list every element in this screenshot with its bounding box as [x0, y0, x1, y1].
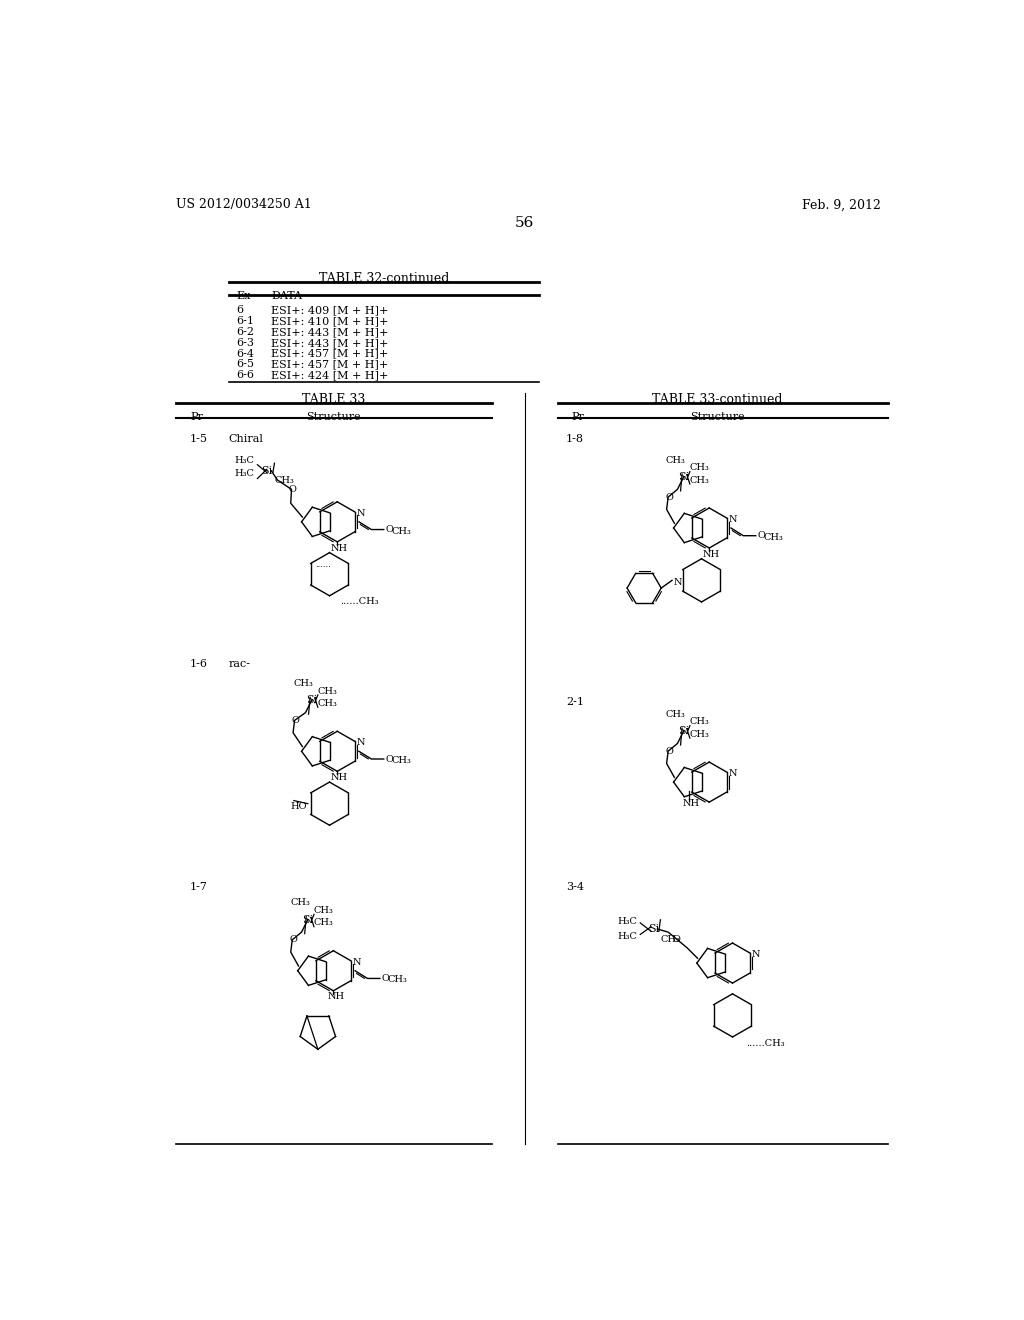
Text: DATA: DATA: [271, 290, 302, 301]
Text: US 2012/0034250 A1: US 2012/0034250 A1: [176, 198, 311, 211]
Text: 6-5: 6-5: [237, 359, 255, 370]
Text: Si: Si: [678, 726, 689, 737]
Text: CH₃: CH₃: [314, 919, 334, 928]
Text: NH: NH: [331, 774, 348, 781]
Text: CH₃: CH₃: [690, 463, 710, 473]
Text: N: N: [356, 510, 365, 517]
Text: O: O: [289, 484, 296, 494]
Text: CH₃: CH₃: [290, 899, 310, 907]
Text: NH: NH: [328, 993, 344, 1002]
Text: ESI+: 443 [M + H]+: ESI+: 443 [M + H]+: [271, 338, 389, 347]
Text: 6-6: 6-6: [237, 370, 255, 380]
Text: 6-1: 6-1: [237, 317, 255, 326]
Text: CH₃: CH₃: [764, 533, 783, 541]
Text: 2-1: 2-1: [566, 697, 584, 708]
Text: CH₃: CH₃: [314, 906, 334, 915]
Text: O: O: [385, 525, 393, 535]
Text: 56: 56: [515, 216, 535, 230]
Text: CH₃: CH₃: [317, 686, 338, 696]
Text: N: N: [728, 515, 736, 524]
Text: N: N: [674, 578, 682, 587]
Text: Si: Si: [261, 466, 272, 477]
Text: Ex: Ex: [237, 290, 251, 301]
Text: Si: Si: [678, 473, 689, 482]
Text: O: O: [385, 755, 393, 763]
Text: rac-: rac-: [228, 659, 251, 669]
Text: 1-7: 1-7: [190, 882, 208, 892]
Text: CH₃: CH₃: [391, 527, 412, 536]
Text: 1-6: 1-6: [190, 659, 208, 669]
Text: O: O: [292, 715, 299, 725]
Text: Pr: Pr: [571, 412, 584, 422]
Text: N: N: [728, 770, 736, 777]
Text: H₃C: H₃C: [234, 470, 254, 478]
Text: Chiral: Chiral: [228, 434, 263, 444]
Text: 1-8: 1-8: [566, 434, 584, 444]
Text: CH₃: CH₃: [660, 936, 680, 944]
Text: TABLE 32-continued: TABLE 32-continued: [318, 272, 449, 285]
Text: CH₃: CH₃: [666, 455, 686, 465]
Text: ESI+: 410 [M + H]+: ESI+: 410 [M + H]+: [271, 317, 389, 326]
Text: O: O: [665, 492, 673, 502]
Text: N: N: [352, 958, 360, 966]
Text: H₃C: H₃C: [617, 932, 637, 941]
Text: TABLE 33-continued: TABLE 33-continued: [651, 393, 782, 407]
Text: Si: Si: [648, 924, 659, 935]
Text: 1-5: 1-5: [190, 434, 208, 444]
Text: NH: NH: [703, 549, 720, 558]
Text: H₃C: H₃C: [234, 455, 254, 465]
Text: CH₃: CH₃: [317, 698, 338, 708]
Text: ESI+: 457 [M + H]+: ESI+: 457 [M + H]+: [271, 359, 389, 370]
Text: H₃C: H₃C: [617, 917, 637, 925]
Text: CH₃: CH₃: [690, 730, 710, 739]
Text: ESI+: 443 [M + H]+: ESI+: 443 [M + H]+: [271, 327, 389, 337]
Text: CH₃: CH₃: [294, 678, 313, 688]
Text: CH₃: CH₃: [274, 475, 294, 484]
Text: 6: 6: [237, 305, 244, 315]
Text: ESI+: 424 [M + H]+: ESI+: 424 [M + H]+: [271, 370, 389, 380]
Text: NH: NH: [331, 544, 348, 553]
Text: ......CH₃: ......CH₃: [340, 598, 379, 606]
Text: ESI+: 409 [M + H]+: ESI+: 409 [M + H]+: [271, 305, 389, 315]
Text: Pr: Pr: [190, 412, 203, 422]
Text: Si: Si: [306, 696, 317, 705]
Text: O: O: [758, 531, 765, 540]
Text: CH₃: CH₃: [388, 975, 408, 985]
Text: 6-3: 6-3: [237, 338, 255, 347]
Text: CH₃: CH₃: [666, 710, 686, 718]
Text: Si: Si: [302, 915, 313, 925]
Text: Structure: Structure: [690, 412, 744, 422]
Text: ESI+: 457 [M + H]+: ESI+: 457 [M + H]+: [271, 348, 389, 359]
Text: CH₃: CH₃: [391, 756, 412, 766]
Text: Feb. 9, 2012: Feb. 9, 2012: [802, 198, 881, 211]
Text: 3-4: 3-4: [566, 882, 584, 892]
Text: 6-4: 6-4: [237, 348, 255, 359]
Text: CH₃: CH₃: [690, 475, 710, 484]
Text: TABLE 33: TABLE 33: [302, 393, 366, 407]
Text: O: O: [665, 747, 673, 755]
Text: NH: NH: [683, 799, 700, 808]
Text: O: O: [381, 974, 389, 983]
Text: CH₃: CH₃: [690, 717, 710, 726]
Text: O: O: [673, 936, 681, 944]
Text: N: N: [752, 950, 760, 960]
Text: ......CH₃: ......CH₃: [746, 1039, 785, 1048]
Text: HO: HO: [291, 803, 307, 812]
Text: Structure: Structure: [306, 412, 360, 422]
Text: O: O: [289, 936, 297, 944]
Text: N: N: [356, 738, 365, 747]
Text: ......: ......: [315, 561, 331, 569]
Text: 6-2: 6-2: [237, 327, 255, 337]
